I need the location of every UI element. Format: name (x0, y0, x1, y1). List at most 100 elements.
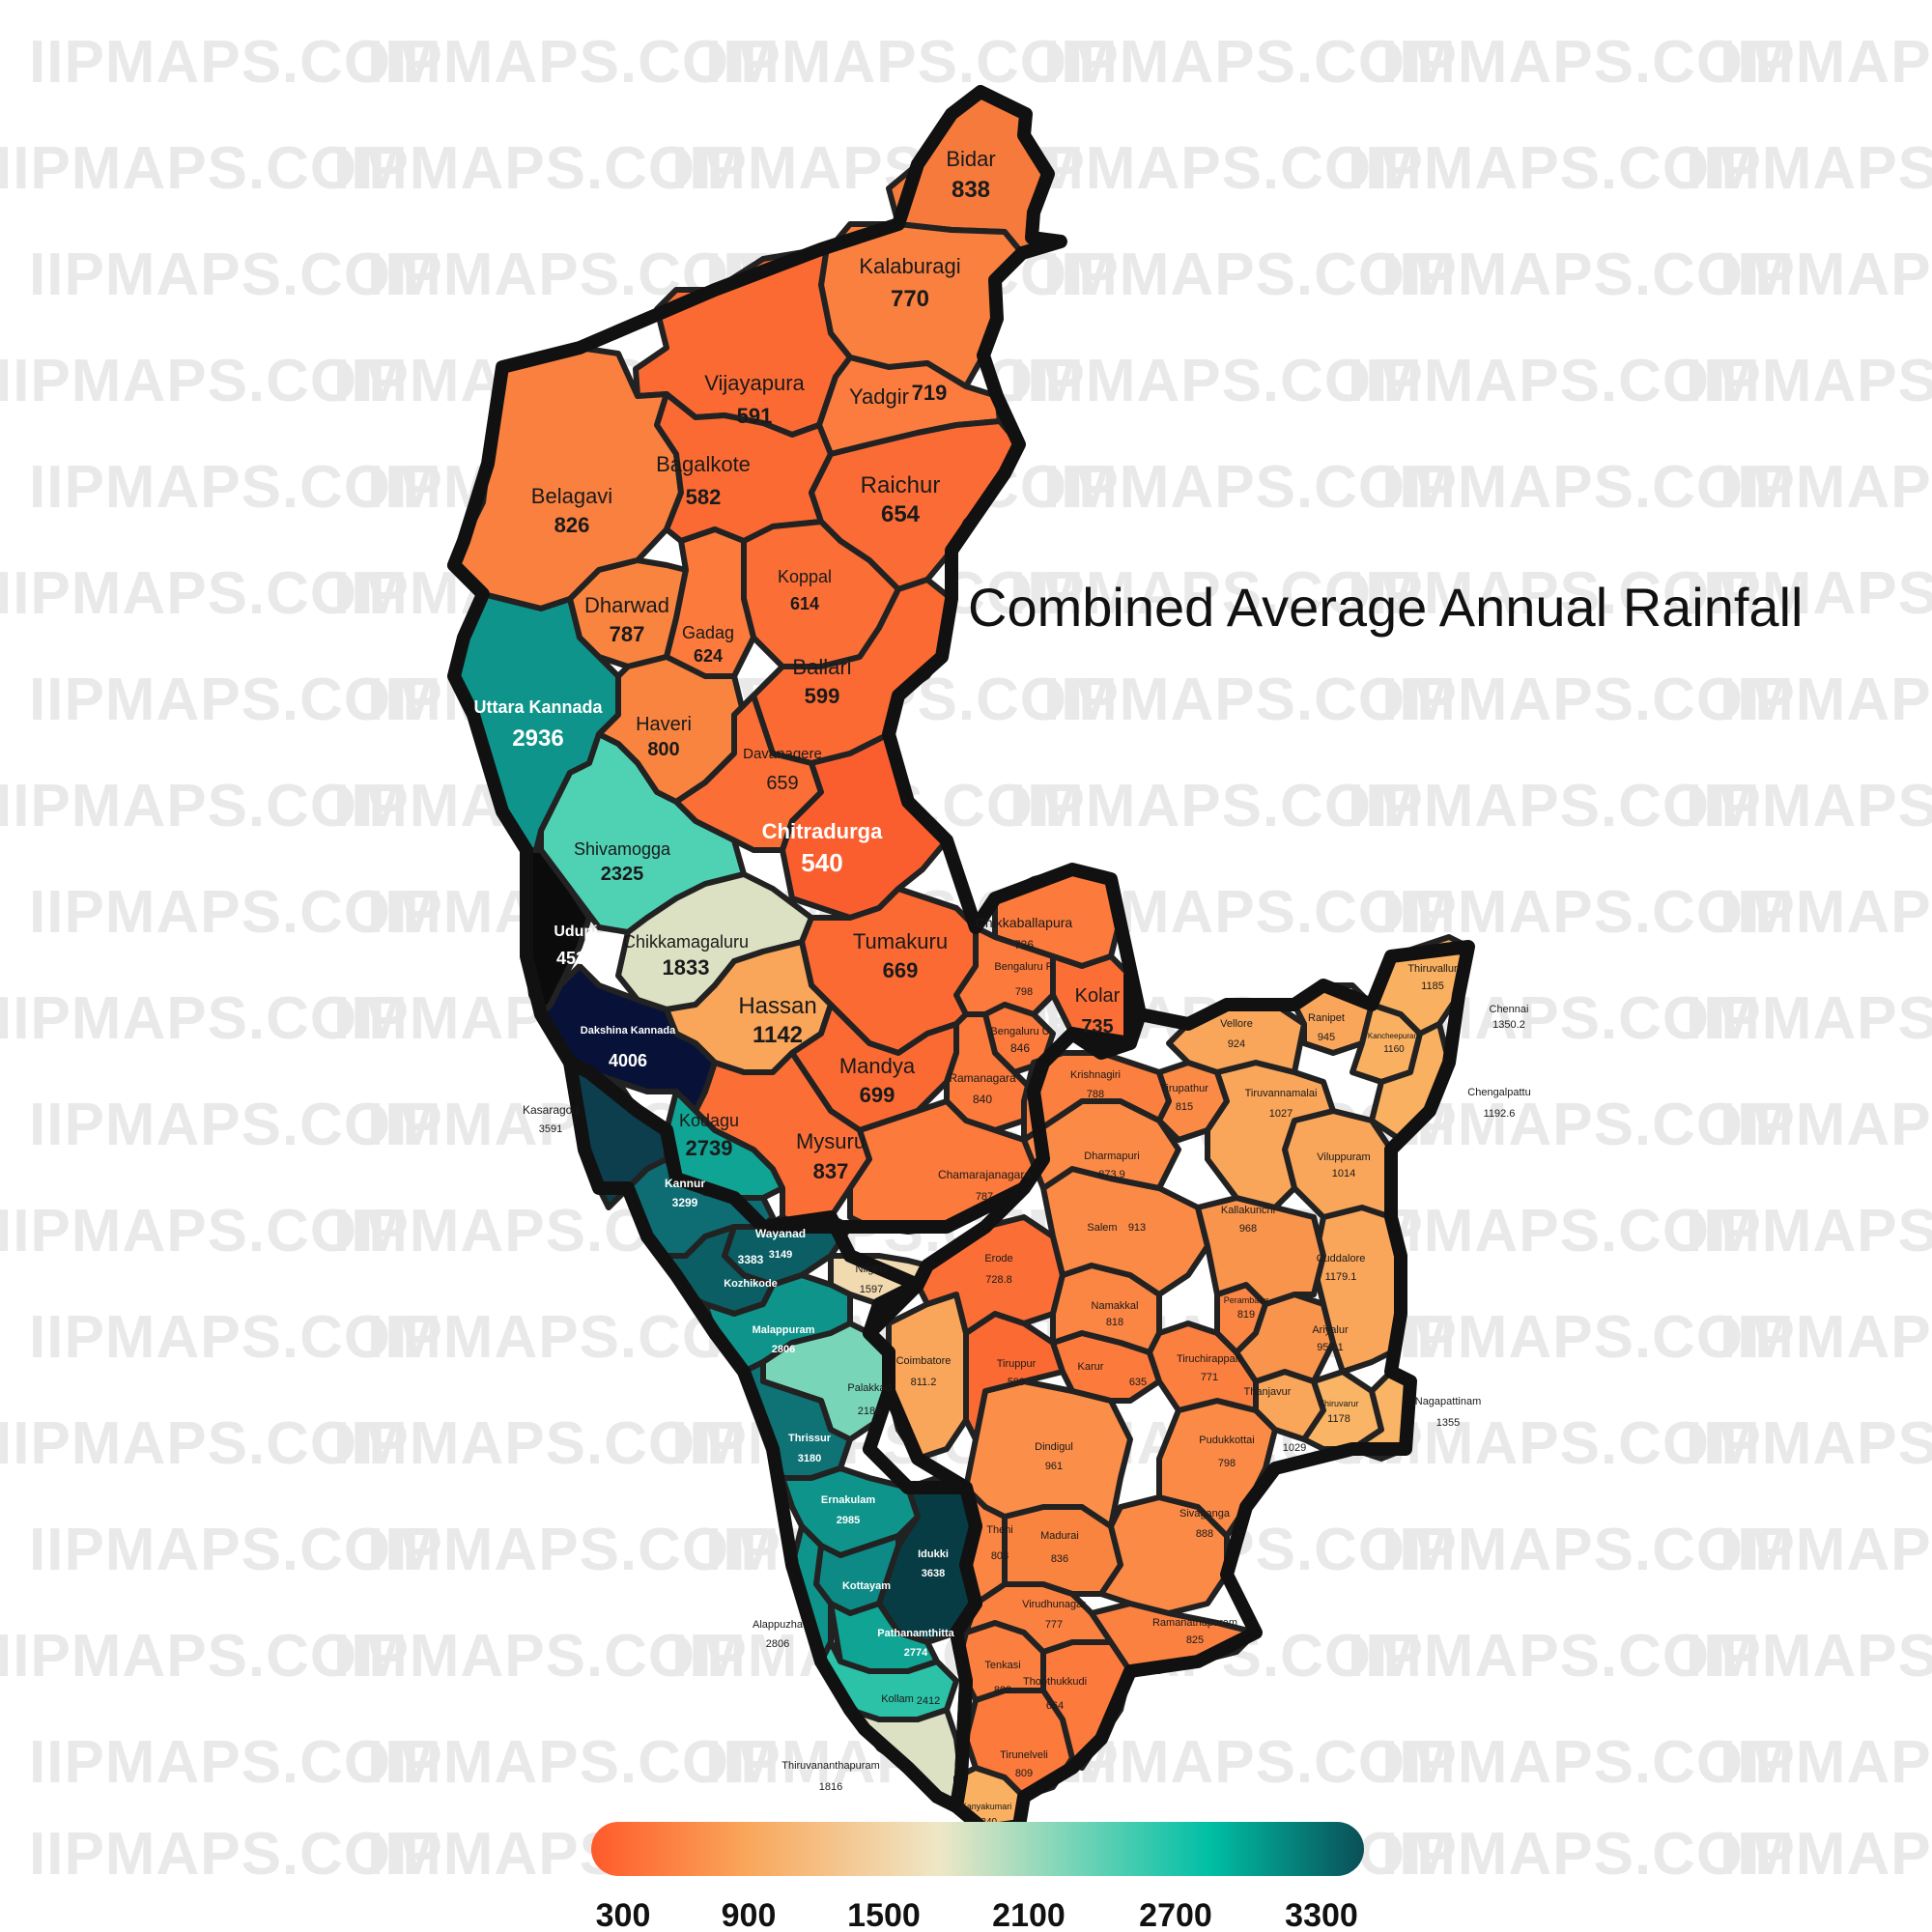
district-name: Koppal (778, 567, 832, 586)
legend: 300 900 1500 2100 2700 3300 (591, 1822, 1364, 1932)
legend-tick-3300: 3300 (1285, 1897, 1358, 1932)
district-rainfall-value: 836 (1051, 1553, 1068, 1565)
district-name: Madurai (1040, 1530, 1079, 1542)
district-rainfall-value: 599 (805, 684, 840, 708)
legend-tick-2100: 2100 (992, 1897, 1065, 1932)
district-name: Karur (1078, 1361, 1104, 1373)
district-label-hassan: Hassan 1142 (738, 993, 816, 1048)
watermark-text: IIPMAPS.COM (1719, 1729, 1932, 1796)
district-label-sivaganga: Sivaganga 888 (1179, 1508, 1231, 1540)
district-name: Belagavi (531, 484, 612, 508)
district-label-cuddalore: Cuddalore 1179.1 (1317, 1253, 1366, 1283)
district-name: Tiruppur (997, 1358, 1037, 1370)
district-label-tiruvannamalai: Tiruvannamalai 1027 (1245, 1088, 1318, 1120)
district-davanagere[interactable] (673, 693, 824, 853)
district-rainfall-value: 624 (694, 646, 723, 666)
district-name: Raichur (861, 472, 941, 498)
watermark-text: IIPMAPS.COM (1686, 985, 1932, 1052)
district-name: Gadag (682, 623, 734, 642)
legend-color-bar (591, 1822, 1364, 1876)
district-name: Kasaragod (523, 1103, 579, 1117)
watermark-text: IIPMAPS.COM (1381, 1304, 1795, 1371)
watermark-text: IIPMAPS.COM (333, 135, 747, 202)
district-rainfall-value: 2412 (917, 1695, 940, 1707)
district-name: Kollam (881, 1693, 914, 1705)
district-label-bagalkote: Bagalkote 582 (656, 452, 751, 509)
district-label-ramanagara: Ramanagara 840 (949, 1071, 1016, 1106)
watermark-text: IIPMAPS.COM (29, 1304, 442, 1371)
district-label-kallakurichi: Kallakurichi 968 (1221, 1205, 1275, 1235)
district-rainfall-value: 1142 (753, 1022, 803, 1048)
district-name: Tenkasi (984, 1660, 1020, 1671)
watermark-text: IIPMAPS.COM (1348, 560, 1761, 627)
watermark-text: IIPMAPS.COM (367, 1729, 781, 1796)
district-rainfall-value: 2806 (772, 1344, 795, 1355)
district-rainfall-value: 803 (991, 1550, 1009, 1562)
district-rainfall-value: 825 (1186, 1634, 1204, 1646)
district-name: Ranipet (1308, 1012, 1345, 1024)
district-name: Cuddalore (1317, 1253, 1366, 1264)
district-rainfall-value: 800 (647, 739, 679, 760)
district-label-thiruvananthapuram: Thiruvananthapuram 1816 (781, 1760, 880, 1793)
district-name: Namakkal (1092, 1300, 1139, 1312)
watermark-text: IIPMAPS.COM (0, 1623, 409, 1690)
district-dindigul[interactable] (963, 1378, 1133, 1529)
watermark-text: IIPMAPS.COM (0, 560, 409, 627)
district-name: Kannur (665, 1177, 705, 1190)
district-label-karur: Karur 635 (1078, 1361, 1148, 1388)
district-tiruvannamalai[interactable] (1205, 1060, 1336, 1210)
district-rainfall-value: 1350.2 (1492, 1019, 1525, 1031)
district-label-tiruppur: Tiruppur 599 (997, 1358, 1037, 1388)
district-rainfall-value: 3591 (539, 1123, 562, 1135)
district-label-yadgir: Yadgir 719 (849, 381, 947, 409)
district-rainfall-value: 873.9 (1098, 1169, 1125, 1180)
watermark-text: IIPMAPS.COM (1043, 667, 1457, 733)
district-label-koppal: Koppal 614 (778, 567, 832, 613)
district-label-krishnagiri: Krishnagiri 788 (1070, 1069, 1121, 1100)
district-rainfall-value: 818 (1106, 1317, 1123, 1328)
district-rainfall-value: 1029 (1283, 1442, 1306, 1454)
district-label-pathanamthitta: Pathanamthitta 2774 (877, 1628, 954, 1659)
district-rainfall-value: 2188 (858, 1406, 881, 1417)
district-label-tirupathur: Tirupathur 815 (1160, 1083, 1208, 1113)
district-label-belagavi: Belagavi 826 (531, 484, 612, 537)
district-label-dharwad: Dharwad 787 (584, 593, 669, 646)
district-rainfall-value: 1192.6 (1484, 1108, 1516, 1120)
watermark-text: IIPMAPS.COM (1381, 1729, 1795, 1796)
district-label-ariyalur: Ariyalur 953.1 (1312, 1324, 1349, 1353)
district-rainfall-value: 840 (973, 1093, 992, 1106)
district-label-ranipet: Ranipet 945 (1308, 1012, 1345, 1043)
watermark-text: IIPMAPS.COM (1348, 1198, 1761, 1264)
district-name: Chitradurga (762, 819, 883, 843)
watermark-text: IIPMAPS.COM (1719, 1517, 1932, 1583)
watermark-text: IIPMAPS.COM (1719, 1821, 1932, 1888)
watermark-text: IIPMAPS.COM (705, 29, 1119, 96)
watermark-text: IIPMAPS.COM (29, 1092, 442, 1158)
district-name: Mandya (839, 1054, 916, 1078)
district-name: Pathanamthitta (877, 1628, 954, 1639)
district-label-erode: Erode 728.8 (984, 1253, 1012, 1286)
district-name: Uttara Kannada (473, 697, 603, 717)
district-label-haveri: Haveri 800 (636, 714, 692, 760)
district-name: Ramanathapuram (1152, 1617, 1237, 1629)
watermark-text: IIPMAPS.COM (29, 242, 442, 308)
district-salem[interactable] (1040, 1166, 1210, 1297)
district-label-chikkaballapura: Chikkaballapura 736 (976, 915, 1073, 952)
district-rainfall-value: 719 (912, 381, 948, 405)
district-label-salem: Salem 913 (1087, 1222, 1146, 1234)
district-rainfall-value: 788 (1087, 1089, 1104, 1100)
district-name: Kanyakumari (961, 1802, 1012, 1811)
district-rainfall-value: 770 (891, 286, 929, 312)
district-name: Hassan (738, 993, 816, 1019)
watermark-text: IIPMAPS.COM (367, 29, 781, 96)
watermark-text: IIPMAPS.COM (1381, 667, 1795, 733)
district-name: Nilgiris (856, 1264, 889, 1275)
map-title: Combined Average Annual Rainfall (968, 577, 1803, 638)
watermark-text: IIPMAPS.COM (1686, 1198, 1932, 1264)
district-rainfall-value: 1027 (1269, 1108, 1293, 1120)
district-name: Chamarajanagara (938, 1168, 1031, 1181)
district-label-vellore: Vellore 924 (1220, 1018, 1253, 1050)
district-rainfall-value: 591 (737, 404, 773, 428)
district-label-bengaluru-r: Bengaluru R 798 (994, 961, 1053, 998)
district-ariyalur[interactable] (1234, 1292, 1336, 1384)
